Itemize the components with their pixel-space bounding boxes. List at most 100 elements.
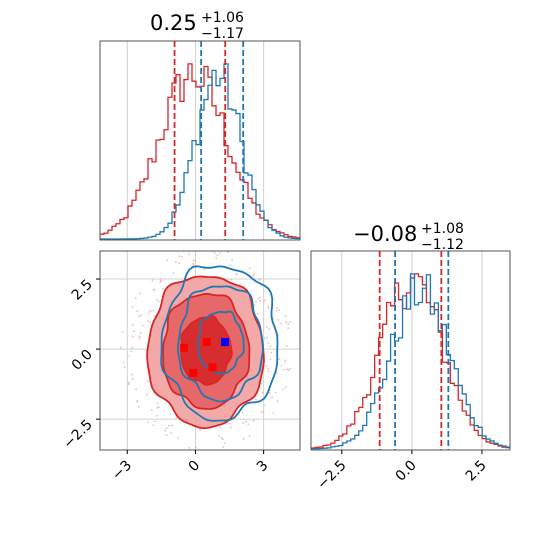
scatter-point: [256, 313, 259, 315]
scatter-point: [286, 344, 289, 347]
contour-blue-level-1: [177, 285, 264, 403]
scatter-point: [275, 371, 278, 374]
scatter-point: [253, 304, 256, 307]
scatter-point: [130, 373, 133, 376]
scatter-point: [147, 312, 150, 315]
marker-red: [189, 368, 198, 377]
scatter-point: [119, 346, 122, 349]
scatter-point: [231, 259, 234, 261]
hist1-title-minus: −1.17: [201, 26, 244, 42]
scatter-point: [236, 273, 239, 276]
scatter-point: [276, 400, 279, 402]
histogram-step-series-1: [311, 273, 510, 450]
scatter-point: [127, 382, 130, 384]
scatter-point: [283, 361, 286, 364]
scatter-point: [147, 320, 150, 323]
scatter-point: [258, 278, 260, 281]
scatter-point: [229, 422, 231, 425]
scatter-point: [159, 277, 162, 280]
scatter-point: [140, 314, 143, 317]
scatter-point: [229, 264, 232, 267]
scatter-point: [138, 292, 141, 295]
scatter-point: [247, 423, 250, 426]
scatter-point: [229, 426, 232, 429]
hist1-title: 0.25 +1.06 −1.17: [150, 10, 244, 42]
scatter-point: [165, 434, 168, 436]
scatter-point: [193, 259, 195, 262]
scatter-point: [168, 424, 170, 427]
scatter-point: [169, 413, 172, 416]
scatter-point: [252, 274, 255, 277]
scatter-point: [131, 335, 134, 338]
scatter-point: [259, 277, 262, 280]
scatter-point: [160, 279, 162, 282]
scatter-point: [135, 400, 138, 403]
scatter-point: [267, 342, 270, 345]
scatter-point: [175, 416, 178, 419]
scatter-point: [269, 358, 272, 361]
marker-red: [180, 343, 189, 352]
hist1-title-plus: +1.06: [201, 10, 244, 26]
scatter-point: [153, 289, 156, 291]
scatter-point: [259, 300, 261, 302]
scatter-point: [227, 251, 230, 254]
hist2-title-value: −0.08: [353, 222, 417, 246]
scatter-point: [255, 301, 257, 303]
scatter-point: [261, 391, 264, 394]
scatter-point: [199, 428, 202, 431]
scatter-point: [267, 307, 270, 310]
scatter-point: [265, 365, 267, 368]
scatter-point: [263, 337, 266, 339]
scatter-point: [268, 328, 271, 330]
scatter-point: [135, 388, 137, 391]
histogram-step-series-1: [100, 63, 300, 240]
scatter-point: [289, 367, 291, 370]
scatter-point: [287, 323, 290, 326]
hist2-title: −0.08 +1.08 −1.12: [353, 221, 464, 253]
marginal-histogram-param-1: 0.25 +1.06 −1.17: [99, 10, 301, 241]
hist1-frame: [99, 40, 301, 241]
scatter-point: [152, 424, 155, 427]
scatter-point: [245, 420, 248, 423]
marker-blue: [221, 338, 229, 347]
scatter-point: [138, 337, 141, 340]
scatter-point: [188, 253, 191, 256]
scatter-point: [174, 260, 177, 263]
scatter-point: [131, 324, 134, 326]
scatter-point: [263, 404, 266, 407]
scatter-point: [157, 406, 160, 409]
scatter-point: [242, 422, 245, 424]
scatter-point: [253, 273, 256, 276]
scatter-point: [171, 424, 173, 427]
scatter-point: [275, 307, 278, 309]
scatter-point: [286, 368, 289, 371]
scatter-point: [223, 442, 226, 444]
scatter-point: [136, 310, 139, 313]
scatter-point: [287, 368, 290, 371]
scatter-point: [133, 330, 135, 333]
scatter-point: [131, 306, 134, 308]
scatter-point: [134, 297, 137, 300]
scatter-point: [178, 262, 181, 264]
scatter-point: [157, 300, 160, 303]
scatter-point: [155, 298, 158, 301]
scatter-point: [123, 366, 126, 369]
scatter-point: [137, 406, 140, 408]
scatter-point: [272, 412, 275, 415]
scatter-point: [285, 321, 288, 324]
scatter-point: [159, 281, 162, 284]
scatter-point: [262, 410, 264, 413]
scatter-point: [222, 446, 225, 449]
scatter-point: [131, 377, 134, 380]
scatter-point: [278, 309, 280, 312]
joint-frame: [99, 250, 301, 451]
scatter-point: [156, 402, 159, 405]
scatter-point: [221, 438, 224, 441]
scatter-point: [122, 361, 125, 364]
scatter-point: [284, 315, 287, 318]
scatter-point: [188, 446, 191, 449]
scatter-point: [239, 283, 241, 286]
scatter-point: [260, 382, 263, 385]
marker-red: [208, 363, 217, 372]
scatter-point: [147, 421, 149, 424]
